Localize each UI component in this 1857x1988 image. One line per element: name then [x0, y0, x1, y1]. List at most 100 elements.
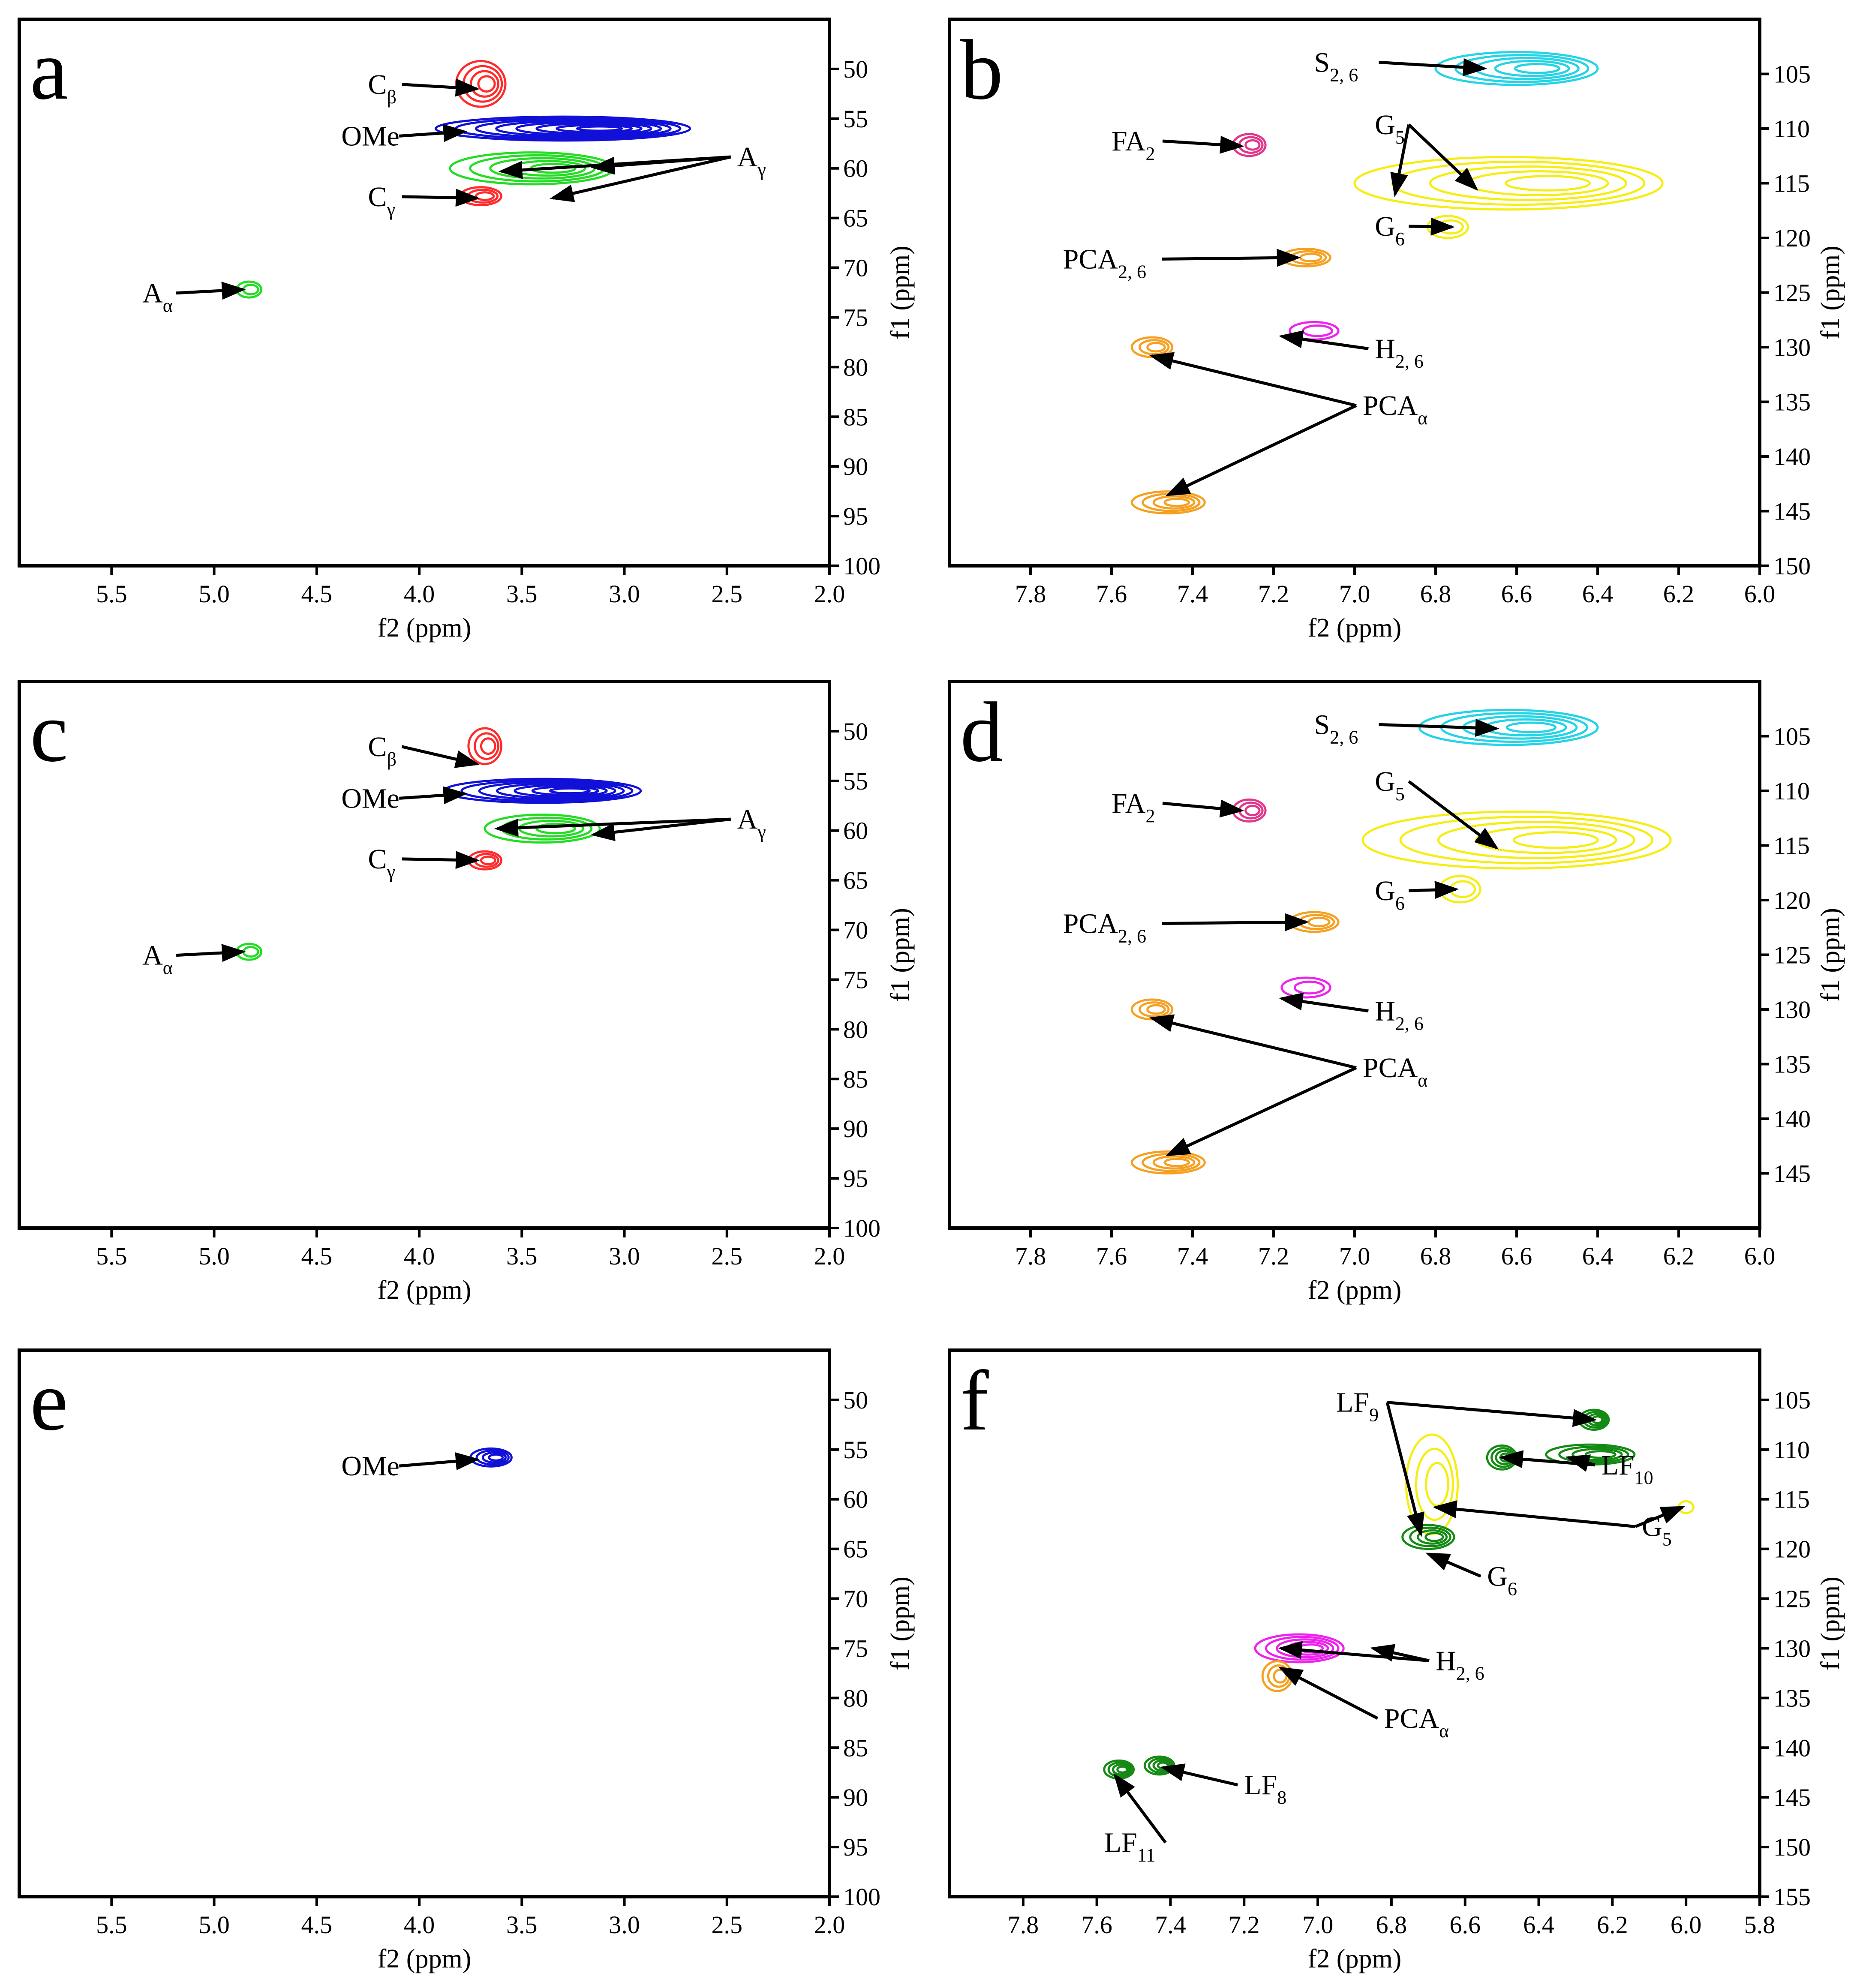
annotation-arrow: [402, 78, 480, 97]
x-tick-label: 6.0: [1671, 1911, 1702, 1939]
contour-level: [1244, 139, 1261, 151]
x-axis-label: f2 (ppm): [378, 1276, 472, 1305]
x-tick-label: 7.2: [1258, 1242, 1289, 1270]
y-axis-label: f1 (ppm): [1816, 1577, 1845, 1670]
contour-level: [1425, 1462, 1449, 1507]
contour-level: [1409, 1526, 1451, 1547]
contour-level: [1558, 1445, 1629, 1463]
annotation-label: Aγ: [737, 141, 766, 180]
x-tick-label: 4.5: [301, 580, 333, 608]
annotation-label: G5: [1642, 1511, 1672, 1550]
annotation-arrow: [402, 189, 480, 207]
y-tick-label: 75: [843, 1634, 868, 1662]
y-tick-label: 95: [843, 502, 868, 530]
contour-level: [535, 823, 576, 835]
annotation-label: FA2: [1112, 126, 1155, 164]
y-tick-label: 95: [843, 1833, 868, 1861]
contour-level: [1163, 1158, 1190, 1167]
x-tick-label: 6.2: [1597, 1911, 1628, 1939]
y-tick-label: 90: [843, 453, 868, 480]
peak-annotation: PCA2, 6: [1063, 243, 1301, 282]
peak-annotation: Cγ: [368, 181, 480, 220]
y-tick-label: 70: [843, 254, 868, 282]
panel-a: a 5.5 5.0 4.5 4.0 3.5 3.0 2.5 2.0 50 55 60 65 70 75 80 8…: [18, 18, 915, 643]
x-tick-label: 7.0: [1302, 1911, 1334, 1939]
y-tick-label: 60: [843, 817, 868, 845]
x-tick-label: 5.0: [198, 1242, 230, 1270]
annotation-label: PCAα: [1384, 1703, 1449, 1742]
annotation-label: Cβ: [368, 731, 396, 770]
x-axis-label: f2 (ppm): [378, 1944, 472, 1973]
peak-annotation: LF8: [1160, 1763, 1286, 1808]
annotation-label: G6: [1375, 875, 1405, 914]
y-axis-label: f1 (ppm): [886, 246, 915, 339]
x-tick-label: 5.5: [96, 1911, 127, 1939]
annotation-arrow: [1379, 58, 1487, 76]
contour-level: [1415, 1447, 1454, 1521]
contour-level: [1301, 324, 1333, 337]
peak-annotation: G5: [1375, 109, 1478, 197]
peak-annotation: G6: [1425, 1553, 1517, 1599]
annotation-label: S2, 6: [1314, 47, 1358, 85]
annotation-arrow: [1162, 913, 1309, 931]
y-tick-label: 105: [1773, 1386, 1811, 1414]
peak-annotation: Aγ: [498, 141, 766, 202]
y-tick-label: 140: [1773, 443, 1811, 471]
annotation-label: Aα: [142, 940, 173, 979]
contour-level: [1280, 976, 1331, 999]
annotation-label: LF11: [1104, 1827, 1155, 1866]
annotation-label: H2, 6: [1375, 996, 1424, 1034]
contour-level: [1434, 51, 1599, 86]
contour-peak: [455, 60, 507, 108]
y-tick-label: 100: [843, 552, 880, 580]
peak-annotation: OMe: [341, 1450, 480, 1482]
x-tick-label: 4.0: [404, 580, 435, 608]
contour-level: [1418, 709, 1599, 746]
annotation-label: PCA2, 6: [1063, 243, 1146, 282]
x-tick-label: 3.5: [506, 1911, 538, 1939]
x-tick-label: 6.0: [1744, 580, 1776, 608]
x-tick-label: 7.4: [1155, 1911, 1186, 1939]
annotation-arrow: [1113, 1773, 1167, 1844]
contour-level: [496, 782, 616, 799]
peak-annotation: G6: [1375, 211, 1455, 249]
y-tick-label: 110: [1773, 777, 1810, 805]
peak-annotation: Cβ: [368, 69, 480, 108]
annotation-label: PCAα: [1363, 1052, 1427, 1091]
x-tick-label: 3.5: [506, 580, 538, 608]
annotation-arrow: [1370, 1644, 1430, 1662]
annotation-arrow: [399, 124, 468, 142]
x-tick-label: 7.8: [1008, 1911, 1039, 1939]
y-tick-label: 85: [843, 1065, 868, 1093]
peak-annotation: Aα: [142, 278, 246, 316]
annotation-label: OMe: [341, 783, 400, 814]
annotation-arrow: [1162, 249, 1301, 267]
contour-peak: [459, 186, 502, 206]
contour-level: [1152, 495, 1196, 510]
contour-level: [242, 946, 259, 958]
contour-level: [1505, 175, 1591, 192]
annotation-arrow: [1165, 1066, 1357, 1156]
peak-annotation: FA2: [1112, 126, 1244, 164]
contour-level: [481, 1451, 507, 1464]
y-tick-label: 95: [843, 1165, 868, 1192]
annotation-label: LF8: [1244, 1769, 1286, 1808]
annotation-label: Aγ: [737, 804, 766, 842]
contour-level: [1466, 170, 1609, 196]
x-tick-label: 6.4: [1582, 1242, 1614, 1270]
contour-level: [1294, 980, 1325, 995]
peak-annotation: PCA2, 6: [1063, 908, 1309, 947]
y-tick-label: 50: [843, 55, 868, 83]
peak-annotation: Aγ: [494, 804, 766, 842]
contour-level: [1417, 1529, 1448, 1545]
contour-level: [1399, 816, 1654, 865]
y-tick-label: 145: [1773, 1784, 1811, 1811]
peak-annotation: OMe: [341, 783, 468, 814]
annotation-label: Cγ: [368, 181, 395, 220]
annotation-label: OMe: [341, 1450, 400, 1482]
y-tick-label: 115: [1773, 170, 1810, 198]
peak-annotation: G5: [1433, 1500, 1686, 1550]
annotation-arrow: [1425, 1553, 1481, 1578]
x-tick-label: 6.2: [1663, 580, 1695, 608]
